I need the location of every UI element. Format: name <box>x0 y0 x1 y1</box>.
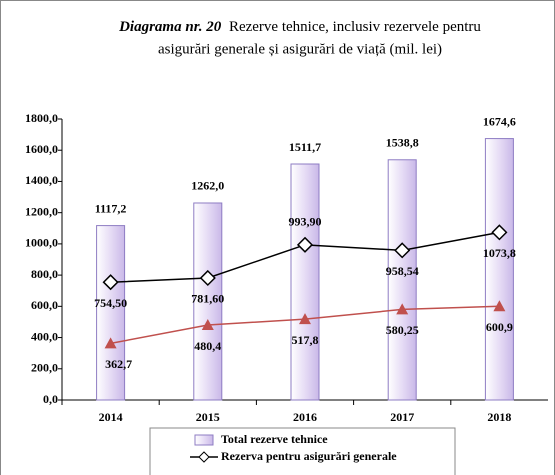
y-tick-label: 1400,0 <box>25 173 58 187</box>
bar <box>387 159 417 401</box>
marker <box>102 274 119 291</box>
marker <box>396 303 409 315</box>
y-tick-label: 0,0 <box>43 392 58 406</box>
bar-label: 1674,6 <box>483 114 516 128</box>
bar-label: 1262,0 <box>191 179 224 193</box>
point-label: 600,9 <box>486 320 513 334</box>
bar-label: 1117,2 <box>95 201 127 215</box>
x-tick-label: 2016 <box>293 410 317 424</box>
point-label: 362,7 <box>105 357 132 371</box>
y-tick-label: 1800,0 <box>25 111 58 125</box>
title-line2: asigurări generale și asigurări de viață… <box>158 41 442 57</box>
marker <box>493 300 506 312</box>
marker <box>199 269 216 287</box>
bar <box>193 202 223 401</box>
point-label: 580,25 <box>386 323 419 337</box>
marker <box>299 313 311 325</box>
bar-label: 1538,8 <box>386 136 419 150</box>
title-label: Diagrama nr. 20 <box>118 19 222 35</box>
bar <box>484 138 514 401</box>
bar-label: 1511,7 <box>289 140 321 154</box>
y-tick-label: 200,0 <box>31 361 58 375</box>
marker <box>104 337 117 349</box>
point-label: 993,90 <box>289 215 322 229</box>
y-tick-label: 600,0 <box>31 298 58 312</box>
legend-marker <box>198 451 210 463</box>
point-label: 781,60 <box>191 292 224 306</box>
x-tick-label: 2015 <box>196 410 220 424</box>
y-tick-label: 1600,0 <box>25 142 58 156</box>
x-tick-label: 2018 <box>487 410 511 424</box>
legend-label: Total rezerve tehnice <box>221 432 328 446</box>
marker <box>491 224 508 241</box>
legend-items: Total rezerve tehnice Rezerva pentru asig… <box>190 432 397 463</box>
point-label: 754,50 <box>94 296 127 310</box>
point-label: 1073,8 <box>483 246 516 260</box>
y-tick-label: 1200,0 <box>25 204 58 218</box>
marker <box>296 236 314 253</box>
point-label: 958,54 <box>386 264 419 278</box>
legend-label: Rezerva pentru asigurări generale <box>221 449 397 463</box>
y-tick-label: 800,0 <box>31 267 58 281</box>
point-label: 517,8 <box>292 333 319 347</box>
title-text: Rezerve tehnice, inclusiv rezervele pent… <box>229 19 481 35</box>
chart-title: Diagrama nr. 20 Rezerve tehnice, inclusi… <box>118 19 481 35</box>
marker <box>394 242 411 259</box>
y-tick-label: 1000,0 <box>25 236 58 250</box>
y-tick-label: 400,0 <box>31 329 58 343</box>
x-tick-label: 2017 <box>390 410 414 424</box>
marker <box>201 319 214 331</box>
point-label: 480,4 <box>194 339 221 353</box>
legend-swatch <box>194 434 214 446</box>
x-tick-label: 2014 <box>99 410 123 424</box>
bar <box>290 163 320 401</box>
bar <box>96 225 126 401</box>
